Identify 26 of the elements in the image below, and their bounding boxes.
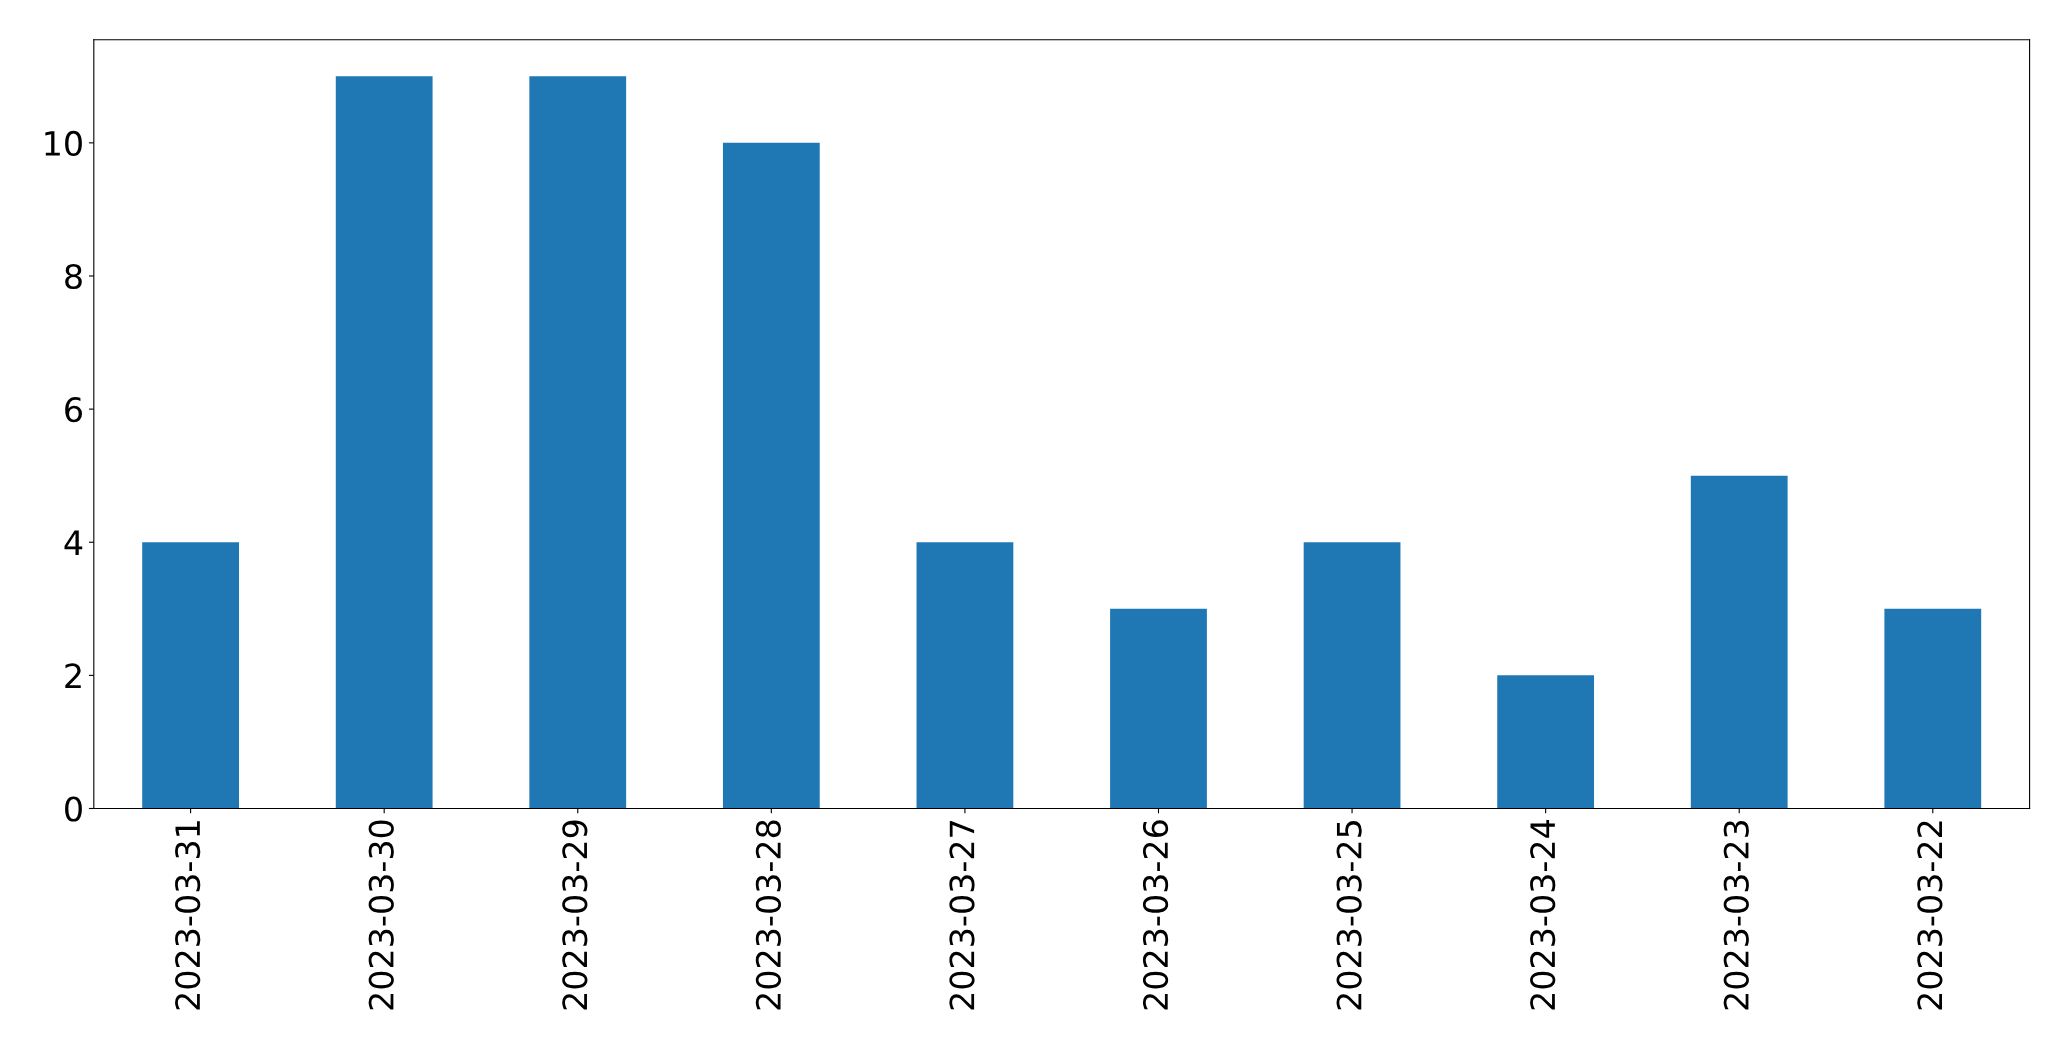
bar	[1884, 608, 1982, 809]
y-tick-label: 4	[64, 530, 83, 555]
x-tick-label: 2023-03-29	[562, 820, 588, 1010]
x-tick-label: 2023-03-26	[1142, 820, 1169, 1010]
bar	[1303, 542, 1401, 809]
x-tick-label: 2023-03-25	[1336, 821, 1362, 1010]
bar	[1690, 475, 1788, 809]
bar	[142, 542, 239, 809]
bar	[1110, 608, 1207, 809]
bar	[335, 76, 433, 809]
bar	[722, 142, 820, 809]
x-tick-label: 2023-03-31	[175, 821, 201, 1010]
y-tick-label: 0	[65, 796, 82, 822]
y-tick-label: 8	[65, 263, 82, 290]
bar	[529, 76, 627, 809]
bar	[916, 542, 1014, 809]
y-tick-label: 2	[65, 663, 81, 689]
y-tick-label: 10	[45, 130, 82, 156]
x-tick-label: 2023-03-24	[1530, 820, 1556, 1010]
x-tick-label: 2023-03-22	[1917, 821, 1943, 1010]
x-tick-label: 2023-03-23	[1723, 820, 1749, 1010]
x-tick-label: 2023-03-27	[949, 821, 975, 1010]
x-tick-label: 2023-03-28	[755, 820, 782, 1010]
y-tick-label: 6	[65, 397, 82, 423]
bar	[1497, 675, 1595, 809]
x-tick-label: 2023-03-30	[368, 820, 394, 1010]
